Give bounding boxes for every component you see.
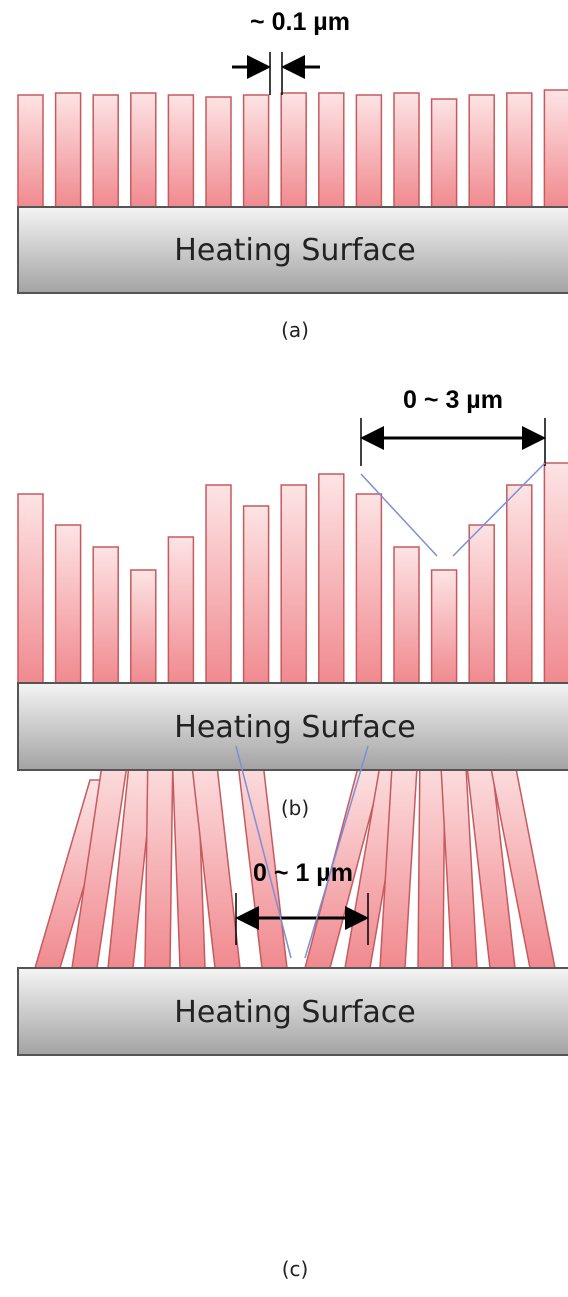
nanowires (17, 89, 568, 969)
nanowire (543, 89, 568, 208)
nanowire (506, 484, 533, 684)
surface-label: Heating Surface (174, 995, 415, 1030)
nanowire (130, 569, 157, 684)
nanowire (393, 546, 420, 684)
nanowire (17, 493, 44, 684)
nanowire (393, 92, 420, 208)
nanowire (543, 462, 568, 684)
guide-line (235, 745, 292, 959)
guide-line (360, 473, 438, 557)
nanowire (430, 569, 458, 684)
surface-label: Heating Surface (174, 710, 415, 745)
nanowire (280, 484, 307, 684)
nanowire (167, 536, 195, 684)
nanowire (205, 96, 232, 208)
dimension-label: 0 ~ 3 µm (403, 386, 503, 414)
nanowire (318, 92, 345, 208)
caption: (a) (281, 318, 309, 342)
dimension-label: ~ 0.1 µm (250, 8, 350, 36)
nanowire (144, 744, 174, 969)
caption: (b) (281, 796, 309, 820)
nanowire (430, 98, 458, 208)
nanowire (54, 524, 82, 684)
nanowire (355, 94, 383, 208)
nanowire (54, 92, 82, 208)
nanowire (235, 745, 288, 969)
nanowire (318, 473, 345, 684)
heating-surface (17, 206, 568, 294)
heating-surface (17, 682, 568, 771)
guide-line (304, 745, 369, 959)
nanowire (92, 546, 119, 684)
surface-label: Heating Surface (174, 233, 415, 268)
nanowire (130, 92, 157, 208)
nanowire (242, 94, 270, 208)
nanowire (280, 92, 307, 208)
nanowire (506, 92, 533, 208)
nanowire (167, 94, 195, 208)
dimension-label: 0 ~ 1 µm (253, 859, 353, 887)
heating-surface (17, 967, 568, 1056)
nanowire (468, 94, 495, 208)
nanowire (355, 493, 383, 684)
nanowire (92, 94, 119, 208)
nanowire (242, 505, 270, 684)
caption: (c) (282, 1257, 309, 1281)
guide-line (452, 462, 546, 557)
nanowire (205, 484, 232, 684)
nanowire (468, 524, 495, 684)
nanowire (17, 94, 44, 208)
